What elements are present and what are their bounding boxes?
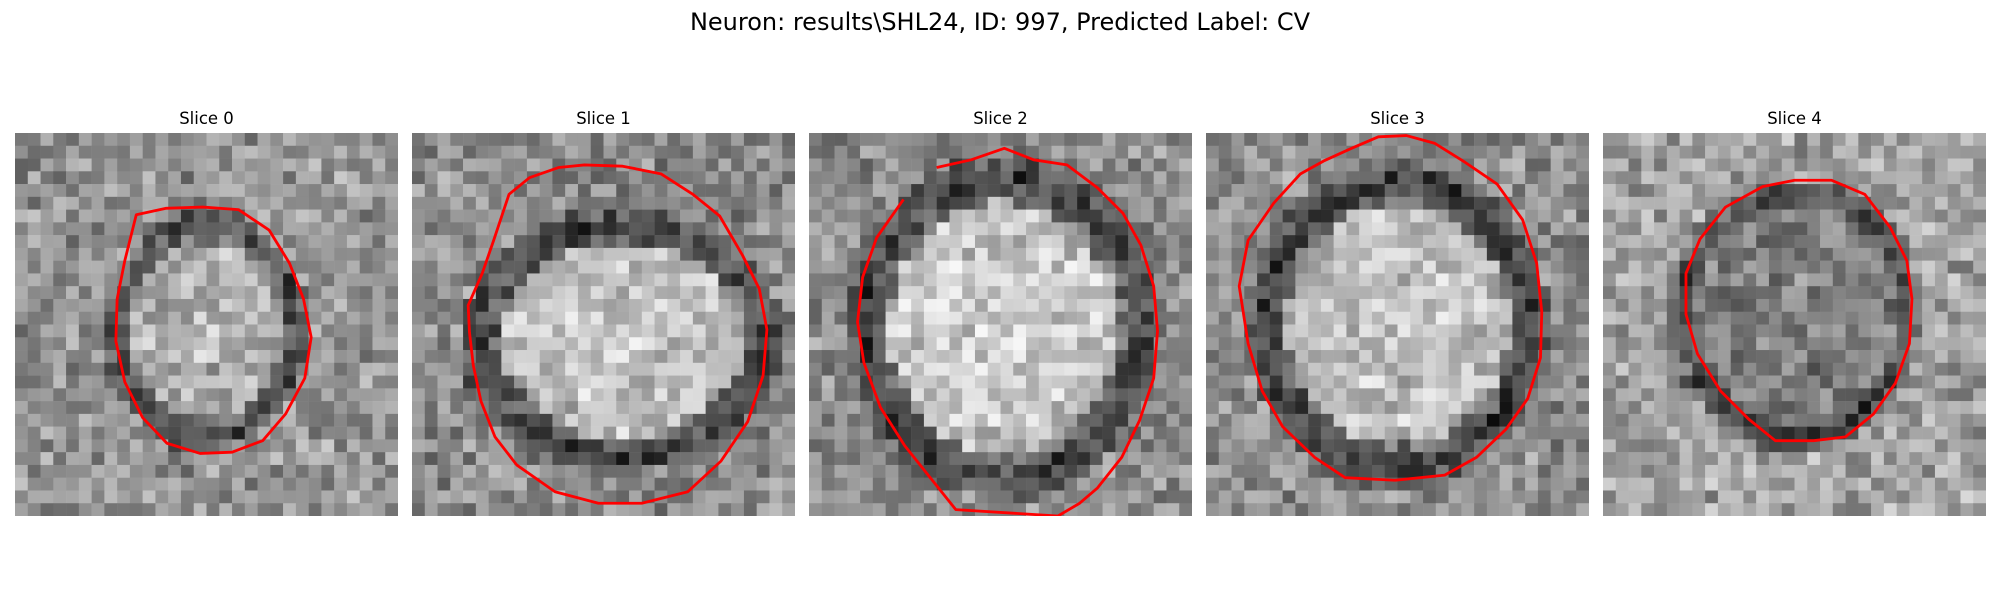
- contour-outline: [466, 163, 769, 505]
- slice-1-canvas: [412, 133, 795, 516]
- slice-image-0: [15, 133, 398, 516]
- panel-title-slice-4: Slice 4: [1767, 109, 1822, 128]
- pixel-grid: [809, 133, 1192, 516]
- slice-3-canvas: [1206, 133, 1589, 516]
- slice-4-canvas: [1603, 133, 1986, 516]
- contour-outline: [1237, 134, 1544, 482]
- contour-outline: [856, 146, 1159, 516]
- slice-image-1: [412, 133, 795, 516]
- panel-title-slice-0: Slice 0: [179, 109, 234, 128]
- contour-outline: [114, 205, 313, 455]
- slice-0-canvas: [15, 133, 398, 516]
- slice-2-canvas: [809, 133, 1192, 516]
- pixel-grid: [1603, 133, 1986, 516]
- pixel-grid: [412, 133, 795, 516]
- contour-outline: [1684, 178, 1914, 443]
- panel-title-slice-1: Slice 1: [576, 109, 631, 128]
- figure-title: Neuron: results\SHL24, ID: 997, Predicte…: [689, 8, 1311, 36]
- slice-image-2: [809, 133, 1192, 516]
- pixel-grid: [1206, 133, 1589, 516]
- slice-image-3: [1206, 133, 1589, 516]
- panel-title-slice-3: Slice 3: [1370, 109, 1425, 128]
- slice-image-4: [1603, 133, 1986, 516]
- pixel-grid: [15, 133, 398, 516]
- panel-title-slice-2: Slice 2: [973, 109, 1028, 128]
